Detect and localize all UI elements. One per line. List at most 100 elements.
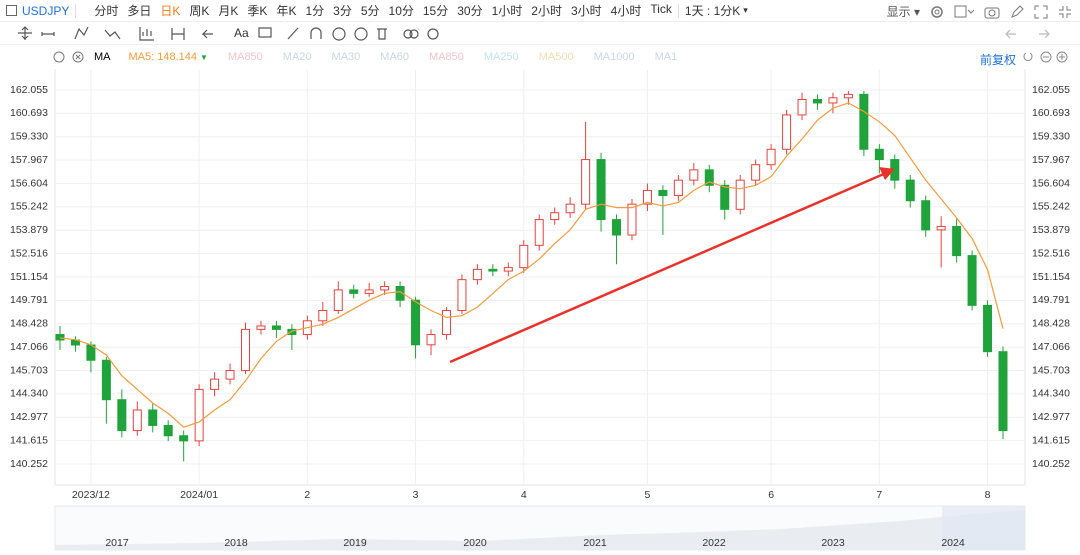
y-tick-label-right: 142.977 xyxy=(1032,411,1070,423)
interval-tab[interactable]: Tick xyxy=(650,2,672,16)
ma-toggle[interactable]: MA20 xyxy=(282,51,312,63)
y-tick-label: 155.242 xyxy=(10,201,48,213)
separator xyxy=(75,3,77,18)
camera-icon[interactable] xyxy=(984,5,1000,19)
y-tick-label: 162.055 xyxy=(10,84,48,96)
candle-body xyxy=(472,268,482,281)
fullscreen-icon[interactable] xyxy=(1034,5,1048,19)
interval-tab[interactable]: 3分 xyxy=(333,4,352,18)
indicator-bar: MA MA5: 148.144 ▼ MA850 MA20 MA30 MA60 MA850 M… xyxy=(0,45,1080,69)
candle-body xyxy=(952,225,962,257)
interval-tab[interactable]: 季K xyxy=(247,4,268,18)
interval-tab[interactable]: 年K xyxy=(276,4,297,18)
candle-body xyxy=(210,378,220,390)
pen-icon[interactable] xyxy=(1010,4,1024,19)
interval-tab[interactable]: 日K xyxy=(160,4,181,18)
undo[interactable] xyxy=(1005,29,1016,39)
ma-toggle[interactable]: MA1000 xyxy=(593,51,635,63)
navigator-window[interactable] xyxy=(942,506,1025,550)
interval-tab[interactable]: 5分 xyxy=(360,4,380,18)
y-tick-label-right: 157.967 xyxy=(1032,154,1070,166)
period-select[interactable]: 1天 : 1分K xyxy=(684,4,741,18)
candle-body xyxy=(333,289,343,312)
zoom-tool[interactable] xyxy=(332,27,346,41)
interval-tab[interactable]: 1分 xyxy=(305,4,325,18)
interval-tab[interactable]: 15分 xyxy=(422,4,449,18)
interval-tab[interactable]: 月K xyxy=(218,4,239,18)
range-tool[interactable] xyxy=(171,28,185,40)
magnet-tool[interactable] xyxy=(310,27,322,39)
ma-toggle[interactable]: MA250 xyxy=(483,51,519,63)
indicator-controls[interactable] xyxy=(52,50,92,64)
y-tick-label: 140.252 xyxy=(10,458,48,470)
redo[interactable] xyxy=(1039,29,1050,39)
candle-body xyxy=(318,310,328,322)
chart: 140.252 140.252 141.615 141.615 142.977 142.9… xyxy=(10,69,1070,551)
fib-tool[interactable] xyxy=(139,27,154,41)
ruler-tool[interactable] xyxy=(287,27,299,40)
y-tick-label: 142.977 xyxy=(10,411,48,423)
note-tool[interactable] xyxy=(258,27,272,38)
candle-body xyxy=(503,267,513,272)
candle-body xyxy=(673,179,683,197)
adjust-select[interactable]: 前复权 xyxy=(979,53,1016,67)
candle-body xyxy=(627,203,637,236)
interval-tab[interactable]: 分时 xyxy=(94,4,119,18)
y-tick-label: 157.967 xyxy=(10,154,48,166)
interval-tab[interactable]: 10分 xyxy=(388,4,414,18)
y-tick-label-right: 145.703 xyxy=(1032,364,1070,376)
x-tick-label: 5 xyxy=(645,489,651,501)
delete-tool[interactable] xyxy=(377,28,387,40)
arrow-annotation xyxy=(449,171,887,364)
interval-tab[interactable]: 30分 xyxy=(457,4,483,18)
ma-toggle[interactable]: MA500 xyxy=(538,51,574,63)
ma-toggle[interactable]: MA850 xyxy=(429,51,464,63)
candle-body xyxy=(812,99,822,104)
lock-tool[interactable] xyxy=(354,27,368,41)
tool-settings[interactable] xyxy=(427,28,439,40)
candle-body xyxy=(751,164,761,181)
symbol[interactable]: USDJPY xyxy=(6,4,69,18)
wave-tool[interactable] xyxy=(104,29,121,40)
interval-tab[interactable]: 4小时 xyxy=(610,4,642,18)
interval-tab[interactable]: 多日 xyxy=(127,4,152,18)
y-tick-label-right: 162.055 xyxy=(1032,84,1070,96)
candle-body xyxy=(256,325,266,330)
arrow-tool[interactable] xyxy=(201,29,213,39)
legend-entry[interactable]: MA5: 148.144 xyxy=(128,51,198,63)
interval-tab[interactable]: 1小时 xyxy=(491,4,523,18)
candle-body xyxy=(380,285,390,291)
candle-body xyxy=(612,219,622,236)
candle-body xyxy=(658,189,668,197)
ma-toggle[interactable]: MA850 xyxy=(227,51,263,63)
candle-body xyxy=(720,184,730,210)
display-menu[interactable]: 显示 ▾ xyxy=(886,5,920,19)
pane-controls[interactable] xyxy=(1022,50,1072,64)
y-tick-label-right: 140.252 xyxy=(1032,458,1070,470)
trend-tool[interactable] xyxy=(74,26,89,40)
candle-body xyxy=(179,435,189,442)
font-tool[interactable]: Aa xyxy=(234,26,249,40)
y-tick-label: 147.066 xyxy=(10,341,48,353)
line-tool[interactable] xyxy=(41,32,55,36)
interval-tab[interactable]: 3小时 xyxy=(570,4,602,18)
color-icon[interactable] xyxy=(954,5,974,19)
y-tick-label: 151.154 xyxy=(10,271,48,283)
ma-toggle[interactable]: MA1 xyxy=(654,51,678,63)
x-tick-label: 2 xyxy=(304,489,310,501)
interval-tab[interactable]: 周K xyxy=(189,4,210,18)
settings-icon[interactable] xyxy=(930,5,944,19)
y-tick-label-right: 147.066 xyxy=(1032,341,1070,353)
y-tick-label-right: 160.693 xyxy=(1032,107,1070,119)
ma-toggle[interactable]: MA30 xyxy=(331,51,361,63)
interval-tab[interactable]: 2小时 xyxy=(531,4,562,18)
move-tool[interactable] xyxy=(18,26,32,40)
candle-body xyxy=(287,328,297,336)
ma-toggle[interactable]: MA60 xyxy=(380,51,410,63)
candle-body xyxy=(411,299,421,346)
y-tick-label: 152.516 xyxy=(10,247,48,259)
collapse-icon[interactable] xyxy=(1058,5,1072,19)
y-tick-label-right: 155.242 xyxy=(1032,201,1070,213)
ma-label: MA xyxy=(94,51,111,63)
